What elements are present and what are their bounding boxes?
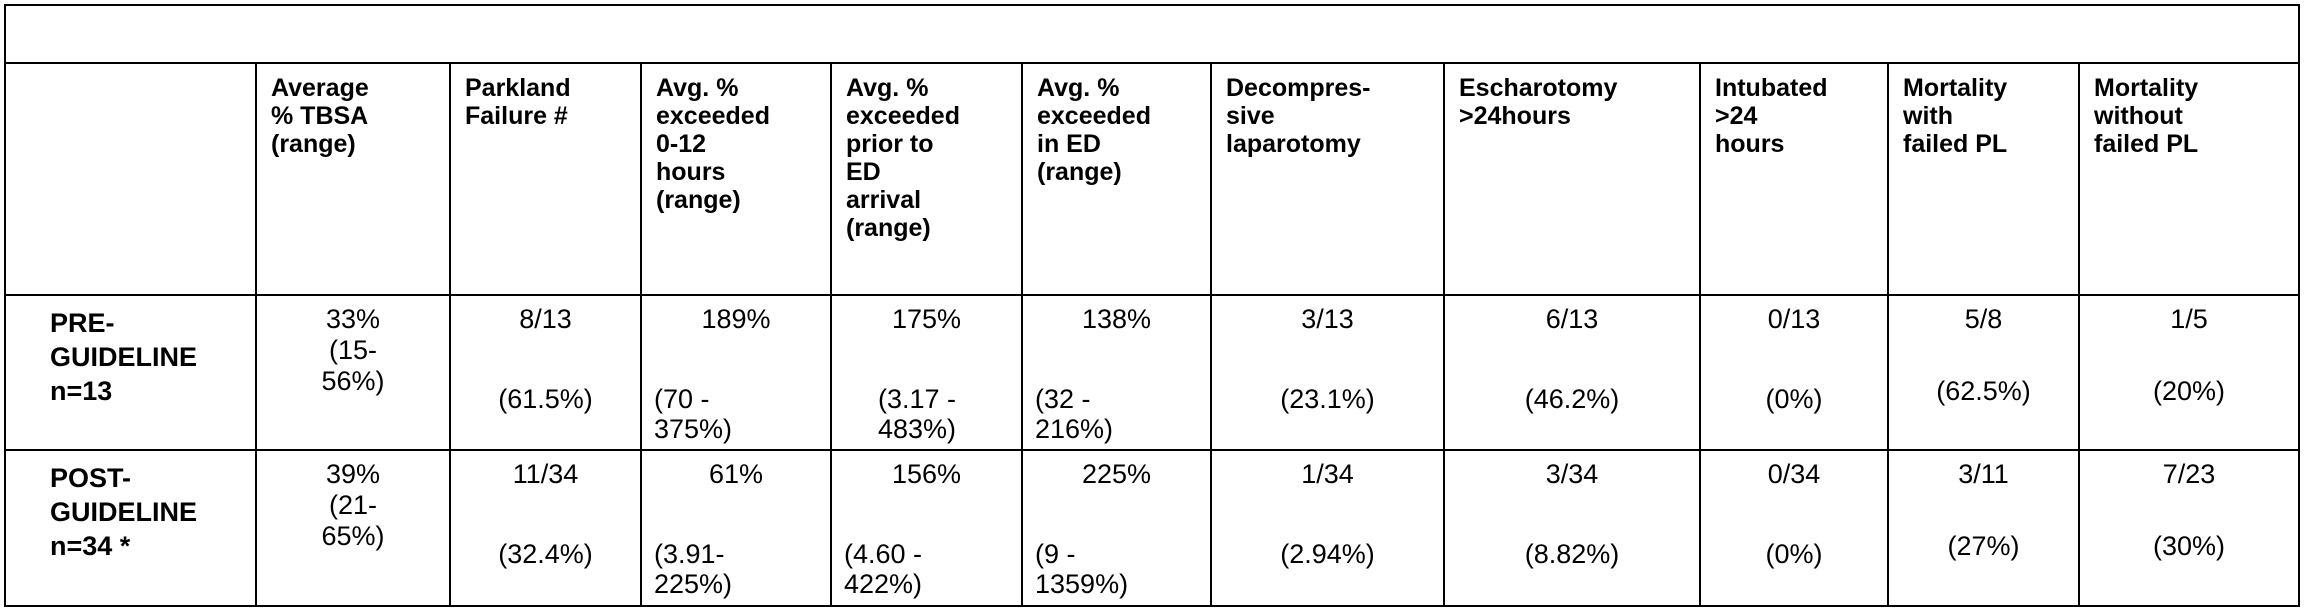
results-table: Average % TBSA (range) Parkland Failure …: [6, 62, 2298, 607]
cell-exceeded-in-ed: 225% (9 - 1359%): [1021, 450, 1211, 607]
header-mortality-not-failed: Mortality without failed PL: [2078, 62, 2298, 295]
header-row: Average % TBSA (range) Parkland Failure …: [6, 62, 2298, 295]
cell-mortality-failed: 3/11 (27%): [1887, 450, 2079, 607]
table-title-bar: [6, 6, 2298, 64]
cell-tbsa: 33% (15- 56%): [255, 295, 450, 450]
cell-exceeded-0-12: 61% (3.91- 225%): [640, 450, 831, 607]
header-tbsa: Average % TBSA (range): [255, 62, 450, 295]
cell-exceeded-prior-ed: 175% (3.17 - 483%): [830, 295, 1022, 450]
cell-laparotomy: 1/34 (2.94%): [1210, 450, 1444, 607]
header-intubated: Intubated >24 hours: [1699, 62, 1888, 295]
table-row: PRE- GUIDELINE n=13 33% (15- 56%) 8/13 (…: [6, 295, 2298, 450]
cell-escharotomy: 3/34 (8.82%): [1443, 450, 1700, 607]
cell-mortality-not-failed: 1/5 (20%): [2078, 295, 2298, 450]
cell-exceeded-0-12: 189% (70 - 375%): [640, 295, 831, 450]
group-label: POST- GUIDELINE n=34 *: [50, 463, 198, 561]
cell-intubated: 0/13 (0%): [1699, 295, 1888, 450]
cell-parkland: 11/34 (32.4%): [449, 450, 641, 607]
header-group: [6, 62, 256, 295]
table-row: POST- GUIDELINE n=34 * 39% (21- 65%) 11/…: [6, 450, 2298, 607]
cell-mortality-failed: 5/8 (62.5%): [1887, 295, 2079, 450]
cell-mortality-not-failed: 7/23 (30%): [2078, 450, 2298, 607]
table-frame: Average % TBSA (range) Parkland Failure …: [4, 4, 2300, 607]
header-parkland-failure: Parkland Failure #: [449, 62, 641, 295]
header-exceeded-0-12: Avg. % exceeded 0-12 hours (range): [640, 62, 831, 295]
header-mortality-failed: Mortality with failed PL: [1887, 62, 2079, 295]
cell-tbsa: 39% (21- 65%): [255, 450, 450, 607]
header-exceeded-in-ed: Avg. % exceeded in ED (range): [1021, 62, 1211, 295]
header-escharotomy: Escharotomy >24hours: [1443, 62, 1700, 295]
cell-exceeded-prior-ed: 156% (4.60 - 422%): [830, 450, 1022, 607]
header-exceeded-prior-ed: Avg. % exceeded prior to ED arrival (ran…: [830, 62, 1022, 295]
cell-escharotomy: 6/13 (46.2%): [1443, 295, 1700, 450]
header-laparotomy: Decompres- sive laparotomy: [1210, 62, 1444, 295]
cell-parkland: 8/13 (61.5%): [449, 295, 641, 450]
cell-exceeded-in-ed: 138% (32 - 216%): [1021, 295, 1211, 450]
cell-intubated: 0/34 (0%): [1699, 450, 1888, 607]
group-label: PRE- GUIDELINE n=13: [50, 308, 198, 406]
cell-laparotomy: 3/13 (23.1%): [1210, 295, 1444, 450]
